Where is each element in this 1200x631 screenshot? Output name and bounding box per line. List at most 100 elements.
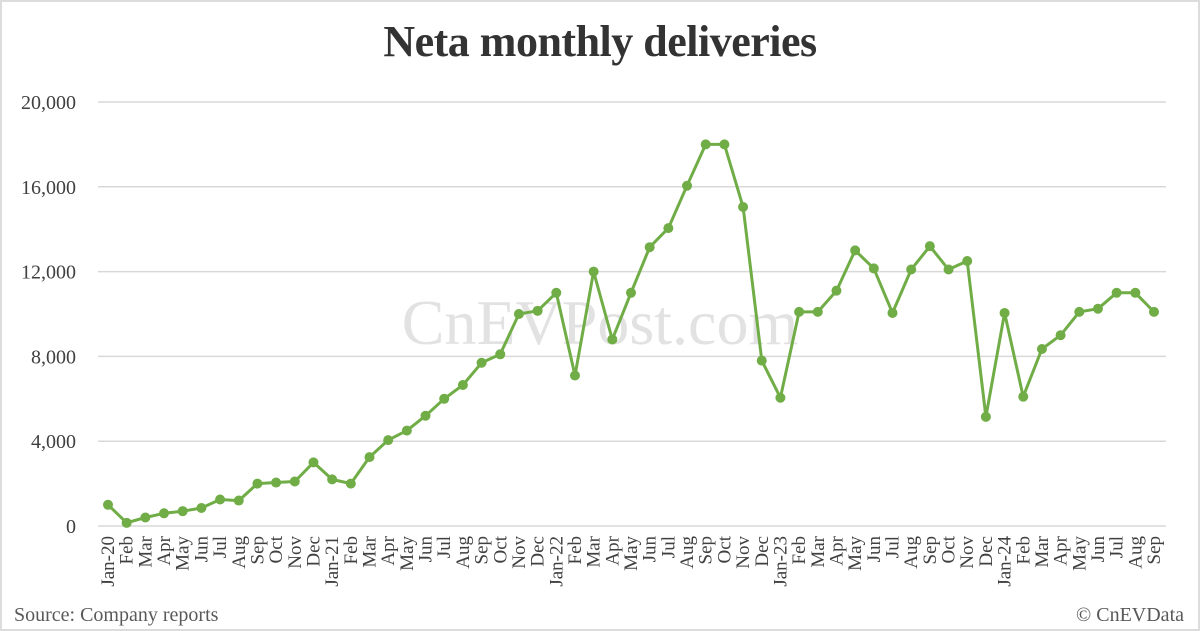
data-point — [569, 370, 580, 381]
x-tick-label: Apr — [154, 535, 175, 565]
x-tick-label: Jan-20 — [98, 536, 119, 587]
data-point — [1055, 330, 1066, 341]
data-point — [401, 425, 412, 436]
data-point — [1149, 306, 1159, 317]
x-tick-label: Aug — [453, 536, 474, 569]
x-tick-label: Oct — [714, 535, 735, 563]
x-tick-label: Mar — [1032, 535, 1053, 567]
data-point — [383, 435, 394, 446]
y-tick-label: 12,000 — [21, 262, 76, 284]
x-tick-label: Apr — [1051, 535, 1072, 565]
data-point — [140, 512, 151, 523]
x-tick-label: May — [173, 536, 194, 571]
x-tick-label: Oct — [939, 535, 960, 563]
data-point — [812, 306, 823, 317]
data-point — [943, 264, 954, 275]
x-tick-label: Feb — [117, 536, 138, 565]
data-point — [700, 139, 711, 150]
data-point — [775, 392, 786, 403]
x-tick-label: Dec — [976, 536, 997, 567]
x-tick-label: Mar — [584, 535, 605, 567]
x-tick-label: Jul — [434, 536, 455, 558]
x-tick-label: Jun — [864, 536, 885, 563]
data-point — [159, 508, 170, 519]
x-tick-label: Nov — [285, 536, 306, 569]
data-point — [551, 287, 562, 298]
x-tick-label: May — [845, 536, 866, 571]
data-point — [1111, 287, 1122, 298]
y-tick-label: 20,000 — [21, 92, 76, 114]
x-tick-label: Jan-23 — [770, 536, 791, 587]
data-point — [663, 223, 674, 234]
data-point — [327, 474, 338, 485]
x-tick-label: Feb — [789, 536, 810, 565]
x-tick-label: May — [1069, 536, 1090, 571]
data-point — [644, 242, 655, 253]
data-point — [588, 266, 599, 277]
data-point — [868, 263, 879, 274]
data-point — [924, 241, 935, 252]
data-point — [887, 307, 898, 318]
y-tick-label: 4,000 — [31, 431, 76, 453]
data-point — [1074, 306, 1085, 317]
x-tick-label: Jun — [416, 536, 437, 563]
x-tick-label: Nov — [733, 536, 754, 569]
data-point — [607, 334, 618, 345]
x-tick-label: Mar — [360, 535, 381, 567]
x-tick-label: Jan-24 — [995, 536, 1016, 587]
data-point — [906, 264, 917, 275]
x-tick-label: Mar — [808, 535, 829, 567]
data-point — [831, 285, 842, 296]
x-tick-label: Jul — [1107, 536, 1128, 558]
x-tick-label: Feb — [565, 536, 586, 565]
x-tick-label: Aug — [1125, 536, 1146, 569]
data-point — [103, 499, 113, 510]
data-point — [364, 452, 375, 463]
x-tick-label: May — [621, 536, 642, 571]
x-tick-label: Oct — [266, 535, 287, 563]
data-point — [626, 287, 636, 298]
x-tick-label: Jul — [658, 536, 679, 558]
y-tick-label: 8,000 — [31, 346, 76, 368]
data-point — [962, 256, 973, 266]
data-point — [513, 309, 524, 319]
x-tick-label: Jun — [191, 536, 212, 563]
x-tick-label: Sep — [472, 536, 493, 565]
source-note: Source: Company reports — [14, 604, 219, 626]
data-point — [999, 307, 1010, 318]
x-tick-label: Jul — [210, 536, 231, 558]
x-tick-label: May — [397, 536, 418, 571]
x-tick-label: Dec — [752, 536, 773, 567]
data-point — [233, 495, 244, 506]
data-point — [476, 357, 487, 368]
x-tick-label: Nov — [509, 536, 530, 569]
x-tick-label: Jan-21 — [322, 536, 343, 587]
x-tick-label: Feb — [1013, 536, 1034, 565]
data-point — [682, 180, 693, 191]
data-point — [1130, 287, 1141, 298]
x-tick-label: Jul — [883, 536, 904, 558]
x-tick-label: Oct — [490, 535, 511, 563]
data-point — [1018, 391, 1029, 402]
x-tick-label: Sep — [696, 536, 717, 565]
x-tick-label: Aug — [901, 536, 922, 569]
data-point — [532, 305, 543, 316]
x-tick-label: Sep — [1144, 536, 1165, 565]
copyright-credit: © CnEVData — [1076, 604, 1184, 626]
x-tick-label: Jan-22 — [546, 536, 567, 587]
x-tick-label: Jun — [1088, 536, 1109, 563]
data-point — [345, 478, 356, 489]
data-point — [738, 201, 749, 212]
data-point — [215, 494, 226, 505]
data-point — [850, 245, 861, 256]
x-tick-label: Aug — [677, 536, 698, 569]
x-tick-label: Feb — [341, 536, 362, 565]
data-point — [121, 517, 132, 528]
x-tick-label: Mar — [135, 535, 156, 567]
data-point — [1036, 343, 1047, 354]
data-point — [1092, 303, 1103, 314]
data-point — [439, 393, 450, 404]
x-tick-label: Sep — [247, 536, 268, 565]
